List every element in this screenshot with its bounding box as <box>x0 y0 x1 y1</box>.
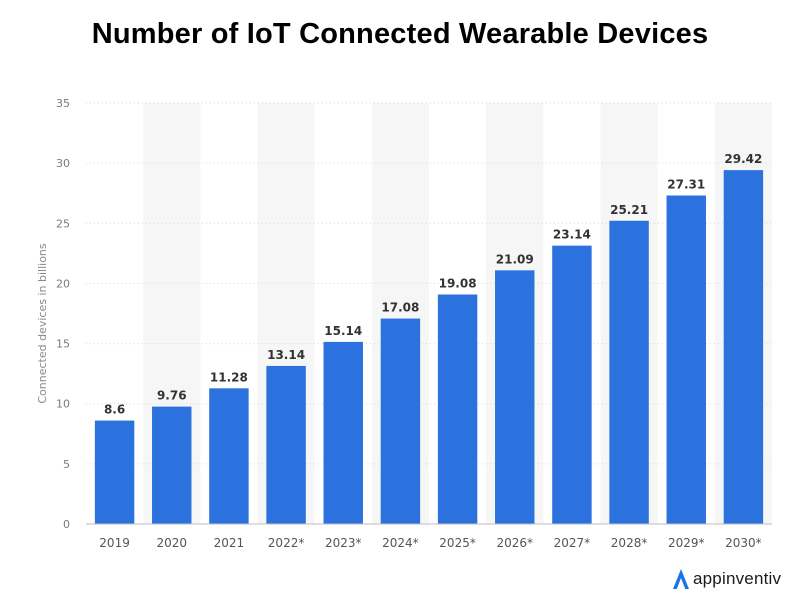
bar <box>437 294 478 524</box>
y-tick-label: 15 <box>56 338 70 351</box>
data-label: 29.42 <box>724 152 762 166</box>
data-label: 25.21 <box>610 203 648 217</box>
data-label: 13.14 <box>267 348 305 362</box>
data-label: 19.08 <box>439 276 477 290</box>
y-tick-label: 25 <box>56 217 70 230</box>
y-tick-label: 35 <box>56 97 70 110</box>
bar <box>552 245 592 524</box>
chart-title: Number of IoT Connected Wearable Devices <box>91 18 709 50</box>
y-tick-label: 5 <box>63 458 70 471</box>
x-tick-label: 2020 <box>156 536 187 550</box>
bar <box>380 318 421 524</box>
x-tick-label: 2019 <box>99 536 130 550</box>
x-tick-labels: 2019 2020 2021 2022* 2023* 2024* 2025* 2026* 202… <box>99 536 761 550</box>
x-tick-label: 2022* <box>268 536 305 550</box>
x-tick-label: 2025* <box>439 536 476 550</box>
y-tick-label: 10 <box>56 398 70 411</box>
x-tick-label: 2027* <box>554 536 591 550</box>
x-tick-label: 2024* <box>382 536 419 550</box>
y-tick-label: 0 <box>63 518 70 531</box>
data-label: 23.14 <box>553 228 591 242</box>
x-tick-label: 2021 <box>214 536 245 550</box>
data-labels: 8.6 9.76 11.28 13.14 15.14 17.08 19.08 21.09 23.… <box>104 152 762 416</box>
bar <box>666 195 706 525</box>
x-tick-label: 2026* <box>496 536 533 550</box>
data-label: 15.14 <box>324 324 362 338</box>
data-label: 17.08 <box>381 301 419 315</box>
logo-text: appinventiv <box>693 569 782 588</box>
bar <box>609 220 649 525</box>
x-tick-label: 2028* <box>611 536 648 550</box>
appinventiv-logo: appinventiv <box>672 568 781 590</box>
data-label: 27.31 <box>667 177 705 191</box>
x-tick-label: 2029* <box>668 536 705 550</box>
bar <box>209 388 249 524</box>
bar <box>723 170 764 524</box>
bar <box>152 406 192 524</box>
appinventiv-a-icon <box>673 569 689 589</box>
y-tick-label: 20 <box>56 277 70 290</box>
bar <box>94 420 135 524</box>
data-label: 8.6 <box>104 403 125 417</box>
bar <box>495 270 535 524</box>
data-label: 9.76 <box>157 389 187 403</box>
y-tick-labels: 0 5 10 15 20 25 30 35 <box>56 97 70 531</box>
x-tick-label: 2023* <box>325 536 362 550</box>
x-tick-label: 2030* <box>725 536 762 550</box>
y-tick-label: 30 <box>56 157 70 170</box>
bar <box>266 365 306 524</box>
data-label: 11.28 <box>210 370 248 384</box>
data-label: 21.09 <box>496 252 534 266</box>
bar <box>323 341 363 524</box>
y-axis-label: Connected devices in billions <box>36 243 49 404</box>
bars <box>94 170 764 525</box>
